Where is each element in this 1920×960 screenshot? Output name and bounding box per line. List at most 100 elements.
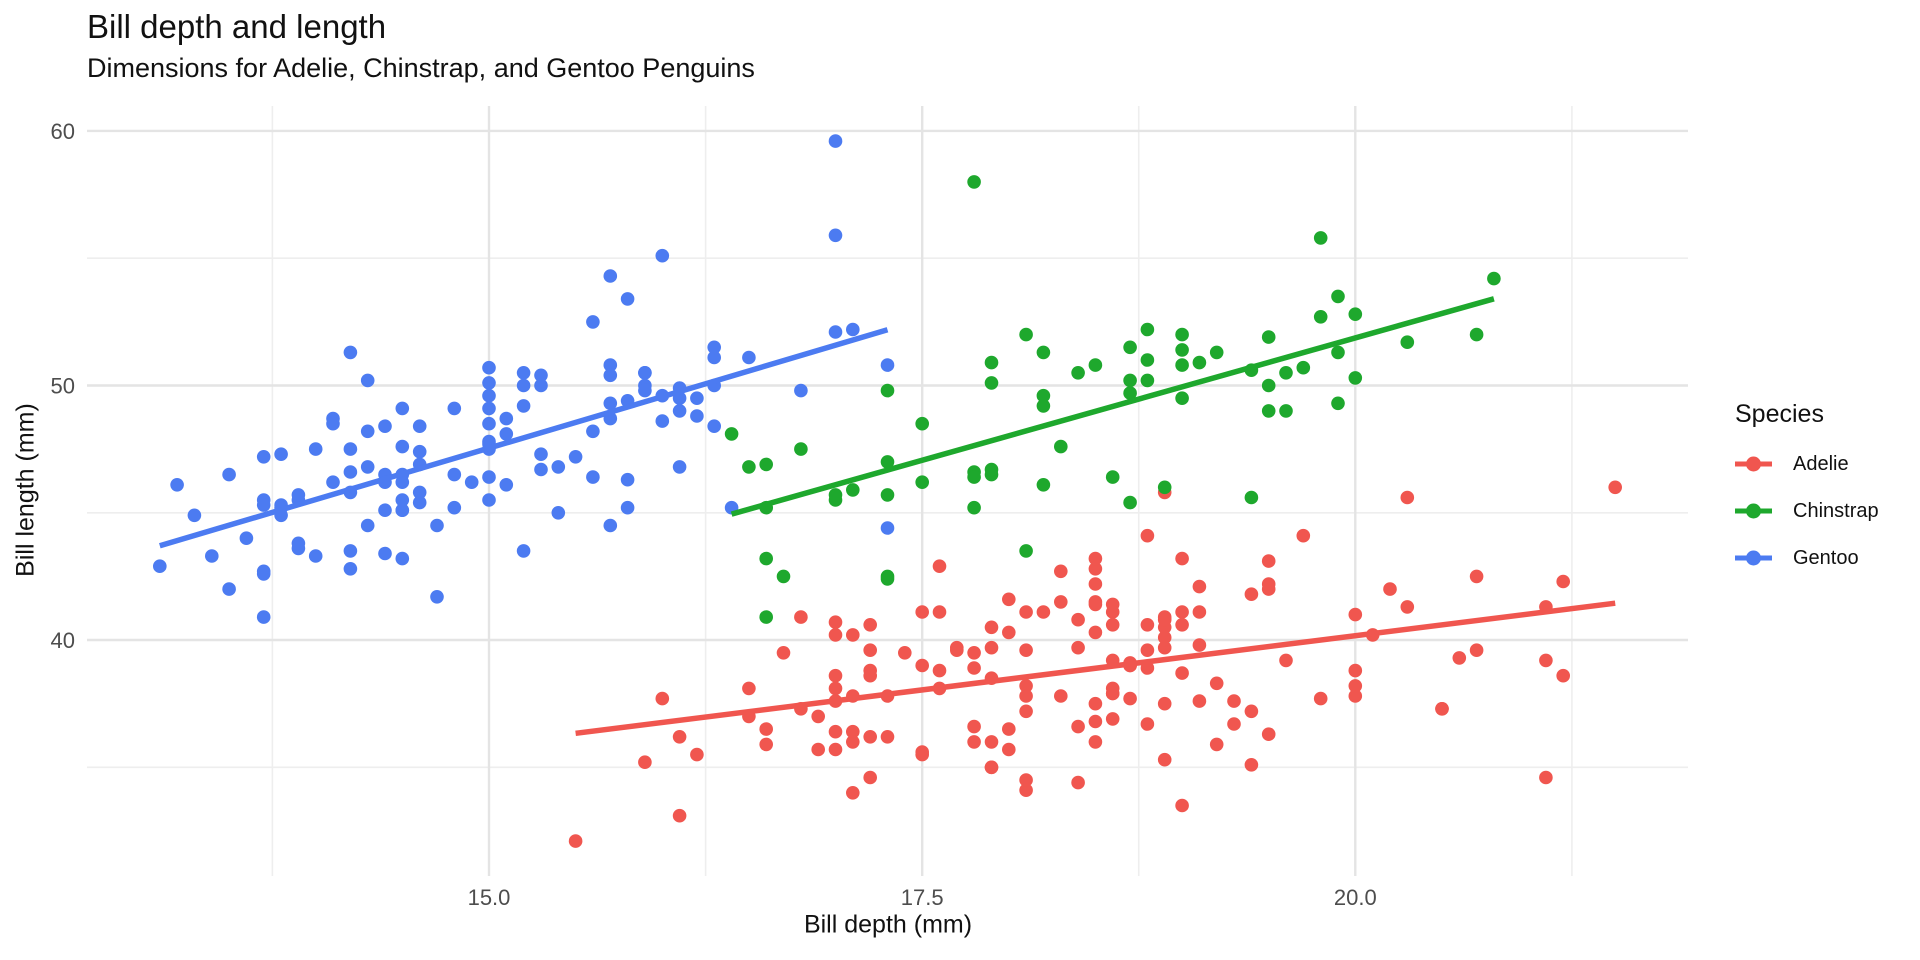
- data-point-adelie: [1157, 612, 1172, 627]
- data-point-adelie: [1140, 618, 1155, 632]
- trend-line-adelie: [575, 600, 1616, 737]
- data-point-adelie: [984, 640, 999, 655]
- y-axis-title: Bill length (mm): [11, 403, 40, 577]
- data-point-chinstrap: [1175, 391, 1189, 406]
- data-point-adelie: [932, 605, 947, 619]
- data-point-gentoo: [638, 366, 652, 380]
- data-point-gentoo: [620, 292, 635, 306]
- data-point-chinstrap: [1175, 343, 1189, 357]
- data-point-gentoo: [395, 401, 410, 416]
- trend-line-chinstrap: [730, 296, 1495, 517]
- data-point-adelie: [863, 730, 877, 744]
- data-point-gentoo: [447, 500, 462, 515]
- data-point-gentoo: [343, 562, 358, 576]
- data-point-chinstrap: [915, 475, 929, 490]
- data-point-adelie: [846, 724, 860, 739]
- data-point-adelie: [828, 681, 843, 696]
- data-point-adelie: [1539, 653, 1553, 668]
- data-point-adelie: [950, 640, 964, 655]
- data-point-adelie: [672, 808, 687, 823]
- data-point-adelie: [1192, 579, 1207, 594]
- data-point-adelie: [1002, 625, 1016, 640]
- data-point-chinstrap: [880, 383, 895, 398]
- data-point-chinstrap: [984, 376, 999, 390]
- data-point-adelie: [828, 628, 843, 642]
- data-point-adelie: [1435, 702, 1449, 716]
- data-point-adelie: [1140, 717, 1155, 731]
- data-point-gentoo: [655, 248, 670, 263]
- data-point-gentoo: [343, 442, 358, 456]
- data-point-gentoo: [568, 450, 583, 464]
- data-point-chinstrap: [1487, 271, 1501, 286]
- data-point-adelie: [1019, 773, 1033, 787]
- data-point-adelie: [1123, 691, 1137, 706]
- data-point-gentoo: [153, 559, 167, 573]
- data-point-gentoo: [239, 531, 254, 545]
- data-point-gentoo: [447, 401, 462, 416]
- data-point-chinstrap: [967, 470, 981, 484]
- data-point-gentoo: [447, 467, 462, 482]
- chart-title: Bill depth and length: [87, 8, 387, 45]
- data-point-gentoo: [308, 549, 323, 563]
- data-point-gentoo: [482, 376, 496, 390]
- data-point-gentoo: [395, 551, 410, 566]
- data-point-gentoo: [516, 399, 531, 413]
- data-point-adelie: [828, 742, 843, 757]
- data-point-adelie: [863, 618, 877, 632]
- data-point-adelie: [915, 605, 929, 619]
- data-point-adelie: [1296, 528, 1311, 543]
- data-point-adelie: [568, 834, 583, 848]
- data-point-adelie: [984, 735, 999, 749]
- data-point-gentoo: [291, 488, 306, 502]
- data-point-adelie: [1261, 577, 1276, 591]
- data-point-adelie: [967, 719, 981, 734]
- data-point-gentoo: [499, 427, 514, 441]
- x-tick-label: 17.5: [901, 885, 944, 910]
- data-point-adelie: [984, 620, 999, 635]
- data-point-chinstrap: [776, 569, 791, 584]
- data-point-adelie: [1019, 643, 1033, 657]
- data-point-adelie: [1279, 653, 1293, 668]
- data-point-adelie: [1054, 595, 1068, 609]
- data-point-adelie: [1157, 630, 1172, 645]
- data-point-chinstrap: [742, 460, 756, 474]
- data-point-adelie: [863, 668, 877, 683]
- data-point-adelie: [846, 786, 860, 800]
- data-point-gentoo: [707, 340, 721, 355]
- data-point-gentoo: [672, 460, 687, 474]
- data-point-adelie: [1071, 719, 1085, 734]
- data-point-adelie: [1192, 638, 1207, 652]
- data-point-adelie: [1105, 605, 1120, 619]
- data-point-adelie: [967, 661, 981, 675]
- data-point-gentoo: [222, 467, 236, 482]
- y-tick-label: 60: [51, 119, 75, 144]
- data-point-adelie: [759, 737, 773, 752]
- data-point-gentoo: [482, 360, 496, 375]
- data-point-gentoo: [690, 409, 704, 423]
- data-point-gentoo: [603, 269, 618, 283]
- data-point-adelie: [1608, 480, 1622, 495]
- data-point-adelie: [1105, 712, 1120, 726]
- data-point-chinstrap: [1175, 358, 1189, 372]
- legend: Species Adelie Chinstrap Gentoo: [1735, 400, 1879, 591]
- data-point-gentoo: [412, 495, 427, 510]
- data-point-adelie: [1140, 528, 1155, 543]
- data-point-chinstrap: [880, 488, 895, 502]
- data-point-adelie: [1348, 689, 1363, 703]
- data-point-adelie: [1019, 605, 1033, 619]
- data-point-adelie: [967, 646, 981, 660]
- data-point-adelie: [1209, 737, 1224, 752]
- data-point-adelie: [1088, 735, 1103, 749]
- data-point-gentoo: [828, 228, 843, 243]
- data-point-chinstrap: [1140, 353, 1155, 367]
- data-point-chinstrap: [1105, 470, 1120, 484]
- data-point-gentoo: [846, 322, 860, 337]
- data-point-gentoo: [360, 518, 375, 533]
- data-point-adelie: [1348, 663, 1363, 678]
- data-point-adelie: [1157, 640, 1172, 655]
- data-point-gentoo: [534, 378, 548, 393]
- data-point-chinstrap: [1123, 340, 1137, 355]
- data-point-chinstrap: [1209, 345, 1224, 360]
- data-point-adelie: [1227, 694, 1241, 708]
